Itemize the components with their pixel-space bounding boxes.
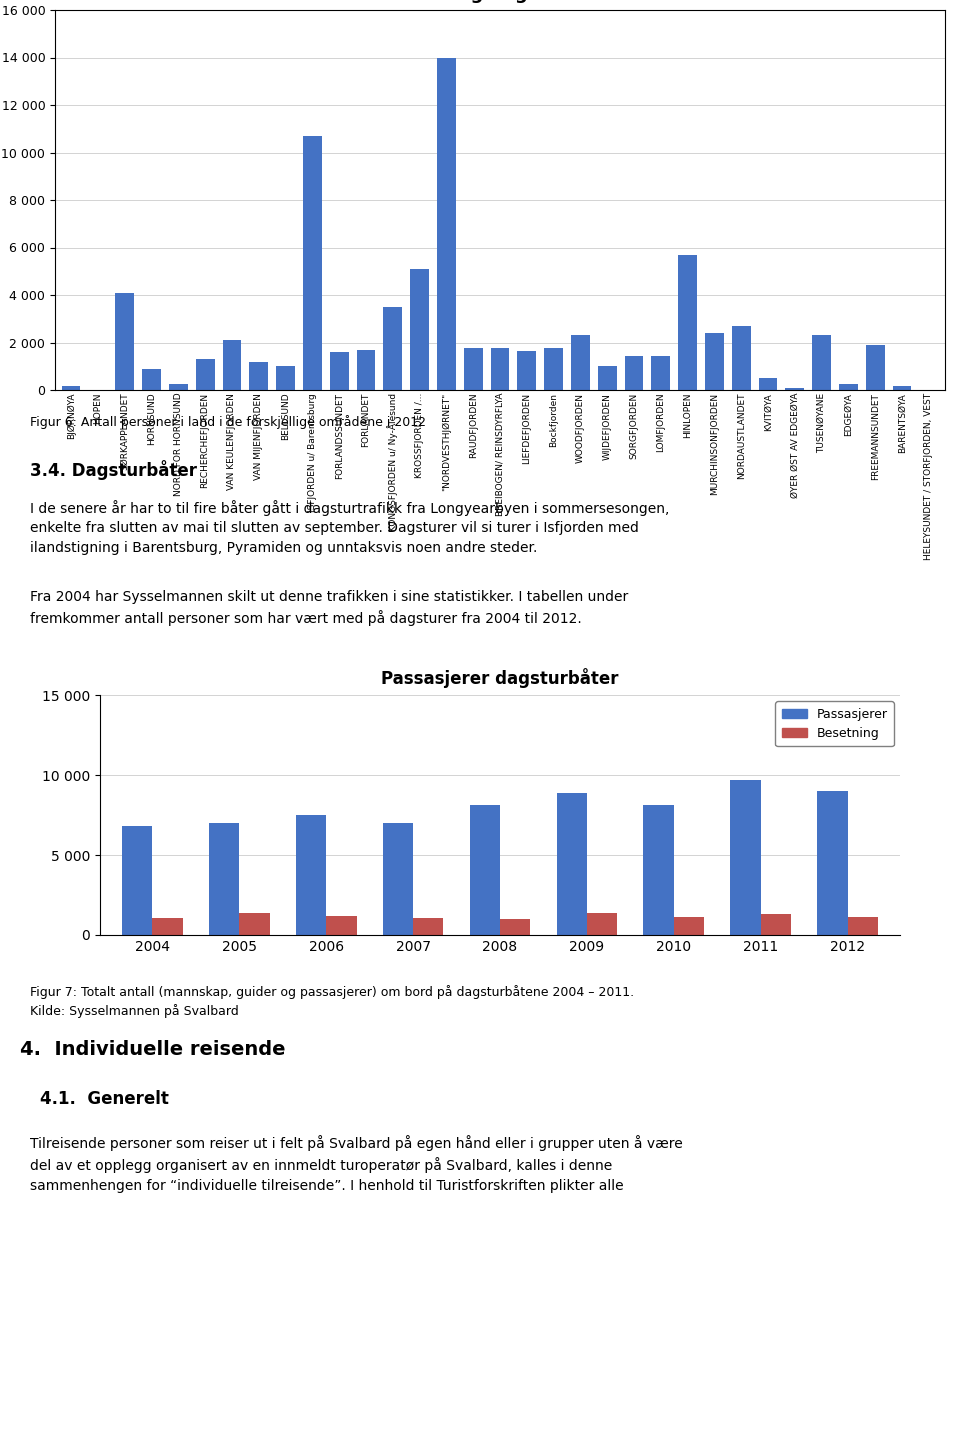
Legend: Passasjerer, Besetning: Passasjerer, Besetning [776, 702, 894, 746]
Bar [761, 914, 791, 935]
Bar [731, 780, 761, 935]
Bar [437, 57, 456, 390]
Bar [705, 334, 724, 390]
Bar [500, 919, 531, 935]
Bar [758, 378, 778, 390]
Bar [169, 384, 188, 390]
Bar [208, 823, 239, 935]
Bar [557, 792, 587, 935]
Bar [469, 805, 500, 935]
Bar [544, 348, 563, 390]
Bar [812, 335, 831, 390]
Text: 3.4. Dagsturbåter: 3.4. Dagsturbåter [30, 460, 197, 480]
Bar [383, 823, 413, 935]
Bar [598, 367, 616, 390]
Bar [330, 352, 348, 390]
Bar [893, 387, 911, 390]
Bar [839, 384, 858, 390]
Bar [356, 349, 375, 390]
Bar [643, 805, 674, 935]
Title: Ilandstigninger 2012: Ilandstigninger 2012 [395, 0, 605, 3]
Bar [817, 790, 848, 935]
Bar [413, 918, 444, 935]
Bar [153, 918, 182, 935]
Bar [625, 355, 643, 390]
Bar [674, 918, 705, 935]
Bar [866, 345, 885, 390]
Bar [785, 388, 804, 390]
Title: Passasjerer dagsturbåter: Passasjerer dagsturbåter [381, 667, 619, 687]
Bar [122, 826, 153, 935]
Text: Figur 6: Antall personer i land i de forskjellige områdene i 2012: Figur 6: Antall personer i land i de for… [30, 415, 426, 430]
Text: Tilreisende personer som reiser ut i felt på Svalbard på egen hånd eller i grupp: Tilreisende personer som reiser ut i fel… [30, 1136, 683, 1193]
Text: 4.  Individuelle reisende: 4. Individuelle reisende [20, 1040, 285, 1060]
Bar [571, 335, 589, 390]
Bar [464, 348, 483, 390]
Text: 4.1.  Generelt: 4.1. Generelt [40, 1090, 169, 1108]
Text: I de senere år har to til fire båter gått i dagsturtrafikk fra Longyearbyen i so: I de senere år har to til fire båter gåt… [30, 500, 669, 556]
Text: Figur 7: Totalt antall (mannskap, guider og passasjerer) om bord på dagsturbåten: Figur 7: Totalt antall (mannskap, guider… [30, 985, 635, 1018]
Bar [239, 914, 270, 935]
Bar [296, 815, 326, 935]
Bar [410, 269, 429, 390]
Bar [517, 351, 537, 390]
Bar [848, 916, 878, 935]
Bar [250, 361, 268, 390]
Bar [61, 387, 81, 390]
Bar [223, 341, 241, 390]
Bar [652, 355, 670, 390]
Bar [732, 326, 751, 390]
Bar [303, 136, 322, 390]
Bar [142, 368, 161, 390]
Bar [491, 348, 510, 390]
Bar [115, 292, 134, 390]
Text: Fra 2004 har Sysselmannen skilt ut denne trafikken i sine statistikker. I tabell: Fra 2004 har Sysselmannen skilt ut denne… [30, 590, 628, 626]
Bar [276, 367, 295, 390]
Bar [326, 916, 356, 935]
Bar [587, 912, 617, 935]
Bar [679, 255, 697, 390]
Bar [383, 306, 402, 390]
Bar [196, 359, 214, 390]
